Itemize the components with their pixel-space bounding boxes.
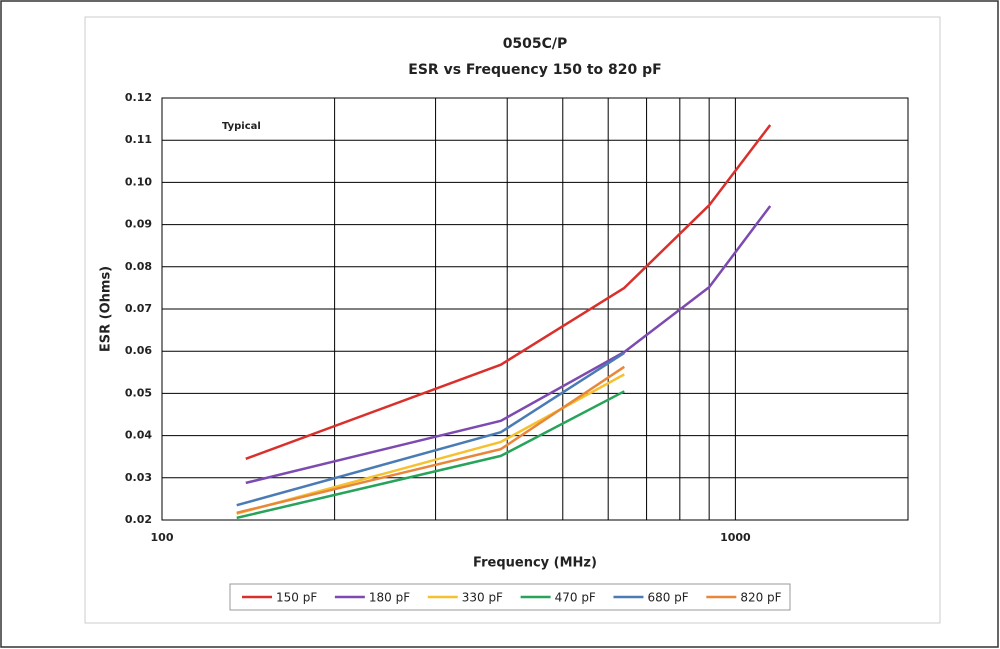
series-line xyxy=(236,390,625,520)
y-tick-label: 0.10 xyxy=(125,175,152,188)
series-line xyxy=(245,124,772,460)
x-tick-label: 100 xyxy=(151,531,174,544)
y-tick-label: 0.03 xyxy=(125,471,152,484)
y-tick-label: 0.04 xyxy=(125,429,152,442)
series-line xyxy=(236,365,625,515)
series-line xyxy=(236,373,625,515)
y-tick-label: 0.07 xyxy=(125,302,152,315)
legend-label: 330 pF xyxy=(462,591,503,605)
series-line xyxy=(236,351,625,507)
y-tick-label: 0.05 xyxy=(125,386,152,399)
chart-subtitle: ESR vs Frequency 150 to 820 pF xyxy=(408,62,661,78)
legend-box xyxy=(229,583,791,611)
y-tick-label: 0.09 xyxy=(125,218,152,231)
x-axis-label: Frequency (MHz) xyxy=(473,556,597,571)
series-line xyxy=(245,205,772,485)
y-axis-label: ESR (Ohms) xyxy=(99,266,114,352)
legend-label: 150 pF xyxy=(276,591,317,605)
x-tick-label: 1000 xyxy=(720,531,751,544)
legend-label: 820 pF xyxy=(740,591,781,605)
y-tick-label: 0.06 xyxy=(125,344,152,357)
y-tick-label: 0.11 xyxy=(125,133,152,146)
legend-label: 180 pF xyxy=(369,591,410,605)
chart-title: 0505C/P xyxy=(503,36,568,52)
y-tick-label: 0.08 xyxy=(125,260,152,273)
chart-frame xyxy=(84,16,941,624)
legend-label: 680 pF xyxy=(647,591,688,605)
annotation: Typical xyxy=(222,121,261,132)
legend-label: 470 pF xyxy=(555,591,596,605)
y-tick-label: 0.12 xyxy=(125,91,152,104)
y-tick-label: 0.02 xyxy=(125,513,152,526)
